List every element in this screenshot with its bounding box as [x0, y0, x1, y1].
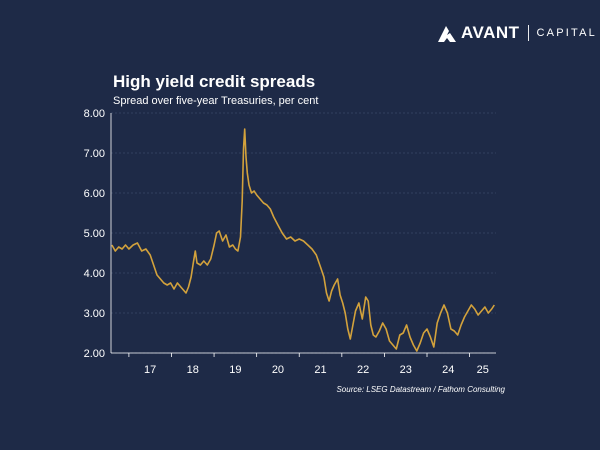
y-tick-label: 8.00 — [84, 108, 105, 120]
y-tick-label: 2.00 — [84, 348, 105, 360]
x-tick-label: 23 — [400, 364, 412, 376]
x-tick-label: 21 — [314, 364, 326, 376]
y-tick-label: 3.00 — [84, 308, 105, 320]
x-tick-labels: 17 18 19 20 21 22 23 24 25 — [144, 364, 489, 376]
x-tick-label: 19 — [229, 364, 241, 376]
brand-divider — [527, 25, 529, 41]
brand-logo: AVANT CAPITAL — [437, 22, 597, 44]
x-tick-label: 24 — [442, 364, 454, 376]
axes — [110, 113, 496, 357]
x-tick-label: 25 — [477, 364, 489, 376]
y-tick-label: 6.00 — [84, 188, 105, 200]
chart-subtitle: Spread over five-year Treasuries, per ce… — [113, 95, 319, 107]
avant-mountain-logo-icon — [438, 26, 456, 42]
x-tick-label: 20 — [272, 364, 284, 376]
chart-source: Source: LSEG Datastream / Fathom Consult… — [336, 385, 505, 394]
brand-suffix: CAPITAL — [536, 27, 597, 39]
y-tick-label: 7.00 — [84, 148, 105, 160]
grid-lines — [111, 112, 496, 354]
spread-series-line — [111, 128, 495, 352]
y-tick-label: 4.00 — [84, 268, 105, 280]
x-tick-label: 22 — [357, 364, 369, 376]
y-tick-labels: 8.00 7.00 6.00 5.00 4.00 3.00 2.00 — [84, 108, 105, 360]
chart-title: High yield credit spreads — [113, 72, 316, 91]
series-layer — [111, 128, 495, 352]
x-tick-label: 18 — [187, 364, 199, 376]
y-tick-label: 5.00 — [84, 228, 105, 240]
x-tick-label: 17 — [144, 364, 156, 376]
brand-name: AVANT — [461, 23, 520, 42]
